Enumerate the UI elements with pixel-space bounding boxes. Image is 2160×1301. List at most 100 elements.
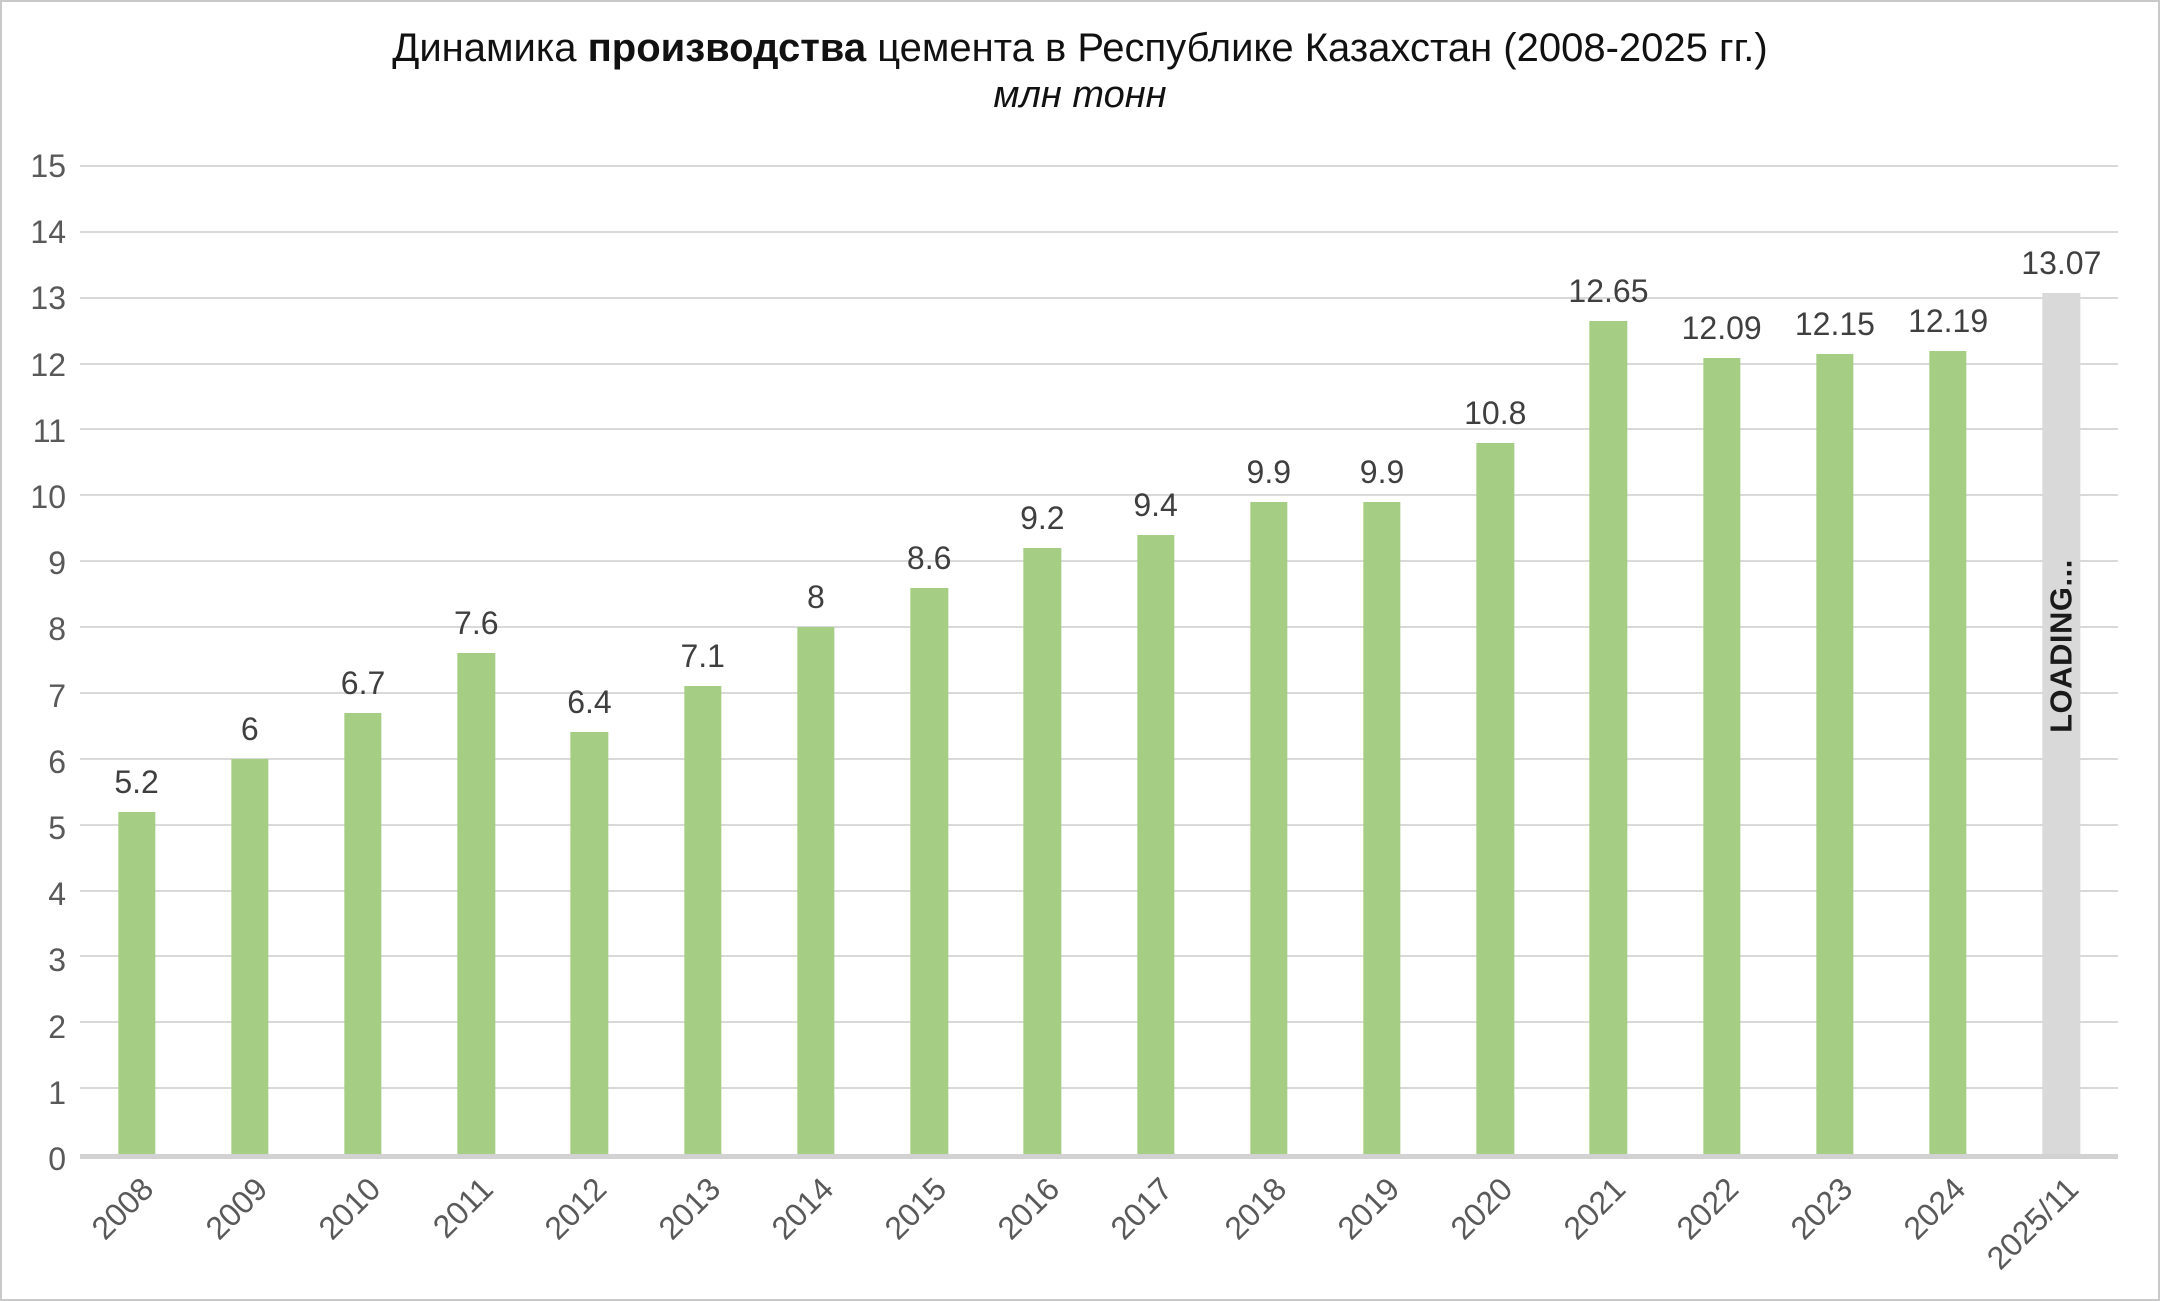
y-axis-tick-label: 3 — [48, 942, 66, 979]
x-axis-label: 2018 — [1217, 1170, 1293, 1247]
y-axis-tick-label: 4 — [48, 876, 66, 913]
bar-value-label: 7.6 — [454, 605, 499, 642]
bar-group-2020: 10.8 2020 — [1439, 166, 1552, 1247]
bar — [1476, 442, 1514, 1154]
bar — [344, 712, 382, 1154]
x-axis-label: 2022 — [1669, 1170, 1746, 1247]
chart-header: Динамика производства цемента в Республи… — [2, 2, 2158, 118]
bar-group-2018: 9.9 2018 — [1212, 166, 1325, 1246]
y-axis-tick-label: 0 — [48, 1141, 66, 1177]
x-axis-label: 2013 — [650, 1170, 727, 1247]
x-axis-label: 2024 — [1896, 1170, 1973, 1247]
bar-group-2016: 9.2 2016 — [986, 166, 1099, 1246]
x-axis-label: 2025/11 — [1979, 1170, 2086, 1277]
x-axis-label: 2011 — [426, 1170, 501, 1245]
bar — [684, 686, 722, 1154]
chart-title-part3: цемента в Республике Казахстан (2008-202… — [866, 26, 1768, 70]
bar — [231, 758, 269, 1154]
bar-value-label: 10.8 — [1464, 394, 1527, 431]
y-axis-tick-label: 5 — [48, 810, 66, 846]
bar-group-2019: 9.9 2019 — [1325, 166, 1438, 1246]
bar — [910, 587, 948, 1154]
y-axis-tick-label: 1 — [48, 1074, 66, 1111]
x-axis-label: 2015 — [877, 1170, 954, 1247]
y-axis-tick-label: 6 — [48, 743, 66, 780]
bar — [1589, 320, 1628, 1154]
x-axis-label: 2010 — [311, 1170, 388, 1247]
gridline — [80, 230, 2118, 233]
chart-area: 0 1 2 3 4 5 6 7 8 9 10 11 12 13 14 15 5.2 2008 6 2009 6.7 20… — [8, 150, 2118, 1276]
x-axis-label: 2008 — [84, 1170, 161, 1247]
bar-value-label: 5.2 — [114, 763, 159, 800]
bar-value-label: 8 — [807, 579, 825, 616]
x-axis-label: 2023 — [1783, 1170, 1859, 1247]
bar — [1702, 357, 1741, 1154]
x-axis-label: 2012 — [537, 1170, 614, 1247]
y-axis-tick-label: 13 — [30, 280, 66, 317]
chart-subtitle: млн тонн — [993, 74, 1167, 116]
bar — [117, 811, 156, 1154]
bar-group-2015: 8.6 2015 — [873, 166, 986, 1247]
bar-value-label: 12.19 — [1908, 303, 1989, 340]
bar — [797, 627, 835, 1154]
bar — [1023, 548, 1062, 1154]
bar-value-label: 9.4 — [1133, 486, 1178, 523]
gridline — [80, 1021, 2118, 1024]
bar-value-label: 6.7 — [340, 664, 386, 701]
gridline — [80, 955, 2118, 958]
x-axis-label: 2019 — [1330, 1170, 1407, 1247]
bar-group-2012: 6.4 2012 — [533, 166, 646, 1246]
x-axis-label: 2014 — [764, 1170, 840, 1247]
bar-group-2022: 12.09 2022 — [1665, 166, 1778, 1247]
bar-value-label: 12.15 — [1794, 305, 1875, 342]
bar — [1363, 501, 1401, 1154]
bar — [1136, 534, 1175, 1154]
bar-value-label: 9.9 — [1359, 453, 1405, 490]
gridline — [80, 362, 2118, 365]
y-axis: 0 1 2 3 4 5 6 7 8 9 10 11 12 13 14 15 — [8, 150, 80, 1175]
bar — [1816, 353, 1854, 1154]
y-axis-tick-label: 2 — [48, 1008, 66, 1045]
bar-group-2009: 6 2009 — [193, 166, 306, 1247]
bar-value-label: 12.09 — [1681, 309, 1762, 346]
gridline — [80, 823, 2118, 826]
y-axis-tick-label: 15 — [30, 148, 66, 184]
bar-group-2025/11: LOADING... 13.07 2025/11 — [1980, 166, 2118, 1276]
bar-group-2008: 5.2 2008 — [80, 166, 193, 1247]
bar-value-label: 12.65 — [1568, 272, 1649, 309]
y-axis-tick-label: 11 — [32, 412, 66, 449]
bar-group-2010: 6.7 2010 — [306, 166, 419, 1247]
loading-label: LOADING... — [2043, 559, 2079, 733]
bar-group-2023: 12.15 2023 — [1778, 166, 1891, 1247]
bar — [570, 732, 609, 1154]
y-axis-tick-label: 9 — [48, 545, 66, 582]
bar-group-2021: 12.65 2021 — [1552, 166, 1665, 1247]
gridline — [80, 560, 2118, 563]
gridline — [80, 165, 2118, 167]
bar-value-label: 6 — [240, 710, 259, 747]
y-axis-tick-label: 14 — [30, 214, 66, 251]
gridline — [80, 1087, 2118, 1090]
bar-group-2024: 12.19 2024 — [1892, 166, 2005, 1246]
y-axis-tick-label: 7 — [48, 677, 66, 714]
bar — [1929, 351, 1967, 1154]
bar-value-label: 13.07 — [2021, 245, 2102, 282]
bar-value-label: 7.1 — [680, 638, 725, 675]
x-axis-label: 2016 — [990, 1170, 1067, 1247]
bar-value-label: 9.9 — [1246, 453, 1292, 490]
bar — [457, 653, 495, 1154]
gridline — [80, 296, 2118, 299]
gridline — [80, 691, 2118, 694]
gridline — [80, 626, 2118, 629]
bar — [1250, 501, 1288, 1154]
bar-loading: LOADING... — [2042, 293, 2081, 1154]
y-axis-tick-label: 10 — [30, 479, 66, 515]
bar-group-2013: 7.1 2013 — [646, 166, 759, 1246]
gridline — [80, 428, 2118, 431]
bar-value-label: 6.4 — [567, 684, 612, 721]
chart-title: Динамика производства цемента в Республи… — [2, 24, 2158, 72]
bar-value-label: 8.6 — [906, 539, 952, 576]
y-axis-tick-label: 8 — [48, 611, 66, 648]
bar-value-label: 9.2 — [1020, 500, 1065, 537]
